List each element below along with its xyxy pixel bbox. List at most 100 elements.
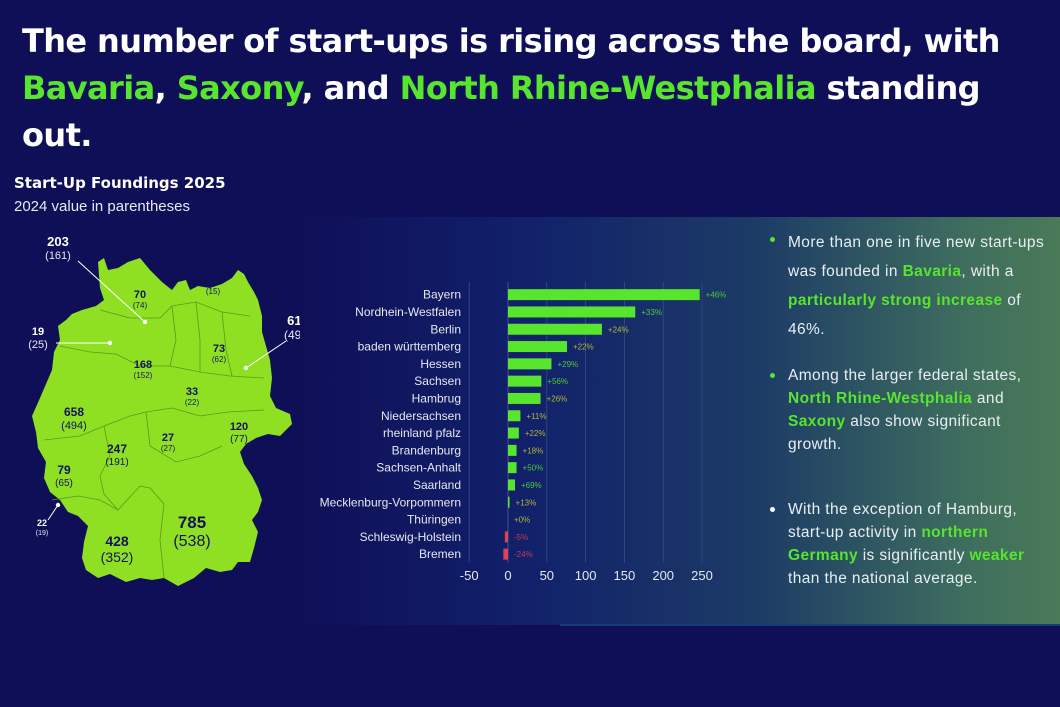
map-value-2025: 33 <box>186 386 198 398</box>
bar <box>508 462 517 474</box>
insight-3: With the exception of Hamburg, start-up … <box>770 498 1055 590</box>
bar <box>508 323 602 335</box>
body-text: of 46%. <box>788 292 1021 338</box>
insight-text: Among the larger federal states, North R… <box>788 367 1021 453</box>
pct-change-label: +26% <box>547 394 568 403</box>
germany-map: 203(161) 70(74) 17(15) 619(498) 19(25) 73(62)… <box>28 234 300 586</box>
bar <box>508 341 567 353</box>
map-value-2024: (15) <box>206 287 221 296</box>
map-value-labels: 203(161) 70(74) 17(15) 619(498) 19(25) 73(62)… <box>28 234 300 565</box>
insight-text: More than one in five new start-ups was … <box>788 234 1044 338</box>
x-tick-label: 50 <box>540 568 554 583</box>
pct-change-label: +33% <box>641 308 662 317</box>
bar <box>508 375 542 387</box>
border-line <box>195 301 201 372</box>
x-tick-label: 0 <box>504 568 511 583</box>
body-text: More than one in five new start-ups was … <box>788 234 1045 280</box>
body-text: With the exception of Hamburg, start-up … <box>788 501 1018 541</box>
map-value-2024: (27) <box>161 444 176 453</box>
headline-separator: , <box>154 69 177 107</box>
category-label: Schleswig-Holstein <box>360 530 461 544</box>
border-line <box>59 345 265 379</box>
bar <box>508 479 515 491</box>
city-dot-bremen <box>107 340 113 346</box>
map-value-2025: 168 <box>134 359 152 371</box>
category-label: Mecklenburg-Vorpommern <box>320 495 461 509</box>
category-label: baden württemberg <box>358 340 461 354</box>
x-tick-label: 200 <box>652 568 674 583</box>
insights-list: More than one in five new start-ups was … <box>770 228 1055 590</box>
pct-change-label: +50% <box>523 464 544 473</box>
bar <box>508 392 541 404</box>
pct-change-label: +22% <box>525 429 546 438</box>
headline-highlight-bavaria: Bavaria <box>22 69 155 107</box>
map-value-2024: (77) <box>230 434 248 445</box>
map-subtitle: 2024 value in parentheses <box>14 198 190 215</box>
category-label: rheinland pfalz <box>383 426 461 440</box>
city-dot-hamburg <box>142 319 148 325</box>
bar <box>508 444 517 456</box>
map-value-2024: (19) <box>36 530 48 537</box>
panel-bottom-border <box>560 624 1060 626</box>
map-value-2025: 120 <box>230 421 248 433</box>
border-line <box>221 311 233 377</box>
pct-change-label: +11% <box>526 412 546 421</box>
bullet-dot-icon <box>770 237 775 242</box>
bar <box>508 410 521 422</box>
map-value-2024: (152) <box>134 371 153 380</box>
highlight-text: Saxony <box>788 413 846 430</box>
bar <box>503 548 508 560</box>
map-value-2025: 70 <box>134 289 146 301</box>
map-value-2024: (494) <box>61 420 87 432</box>
pct-change-label: +18% <box>523 446 544 455</box>
map-value-2024: (161) <box>45 250 71 262</box>
bar <box>508 496 510 508</box>
leader-line-berlin <box>245 340 287 369</box>
insight-1: More than one in five new start-ups was … <box>770 228 1055 344</box>
map-value-2024: (74) <box>133 301 148 310</box>
germany-shape <box>32 258 292 586</box>
headline-tail: standing out. <box>22 69 981 154</box>
x-tick-label: -50 <box>460 568 479 583</box>
map-value-2025: 17 <box>207 275 219 287</box>
map-value-2024: (191) <box>105 457 128 468</box>
category-label: Sachsen <box>414 374 461 388</box>
highlight-text: particularly strong increase <box>788 292 1003 309</box>
category-label: Nordhein-Westfalen <box>355 305 461 319</box>
headline-highlight-nrw: North Rhine-Westphalia <box>399 69 817 107</box>
map-value-2025: 19 <box>32 326 44 338</box>
bullet-dot-icon <box>770 507 775 512</box>
pct-change-label: +24% <box>608 325 629 334</box>
map-value-2025: 203 <box>47 234 69 249</box>
category-label: Niedersachsen <box>381 409 461 423</box>
bar <box>508 306 636 318</box>
map-title: Start-Up Foundings 2025 <box>14 174 226 192</box>
category-label: Saarland <box>413 478 461 492</box>
highlight-text: northern Germany <box>788 524 989 564</box>
leader-lines <box>47 260 287 521</box>
map-value-2024: (352) <box>101 549 134 565</box>
insight-text: With the exception of Hamburg, start-up … <box>788 501 1024 587</box>
map-value-2025: 619 <box>287 313 300 328</box>
category-label: Sachsen-Anhalt <box>376 461 461 475</box>
pct-change-label: +13% <box>516 498 537 507</box>
body-text: than the national average. <box>788 570 978 587</box>
category-label: Hambrug <box>412 391 461 405</box>
city-dot-saarland <box>55 502 61 508</box>
body-text: also show significant growth. <box>788 413 1001 453</box>
body-text: and <box>972 390 1004 407</box>
body-text: is significantly <box>858 547 970 564</box>
map-value-2025: 658 <box>64 405 84 419</box>
city-dots <box>55 319 249 508</box>
pct-change-label: +29% <box>557 360 578 369</box>
highlight-text: weaker <box>969 547 1025 564</box>
headline-line-1: The number of start-ups is rising across… <box>22 18 1052 65</box>
pct-change-label: +69% <box>521 481 542 490</box>
border-line <box>99 425 119 511</box>
headline-text: The number of start-ups is rising across… <box>22 22 1000 60</box>
map-value-2025: 22 <box>37 518 47 528</box>
x-tick-label: 150 <box>614 568 636 583</box>
map-value-2024: (65) <box>55 478 73 489</box>
map-value-2025: 785 <box>178 513 206 532</box>
map-value-2024: (538) <box>173 533 210 550</box>
